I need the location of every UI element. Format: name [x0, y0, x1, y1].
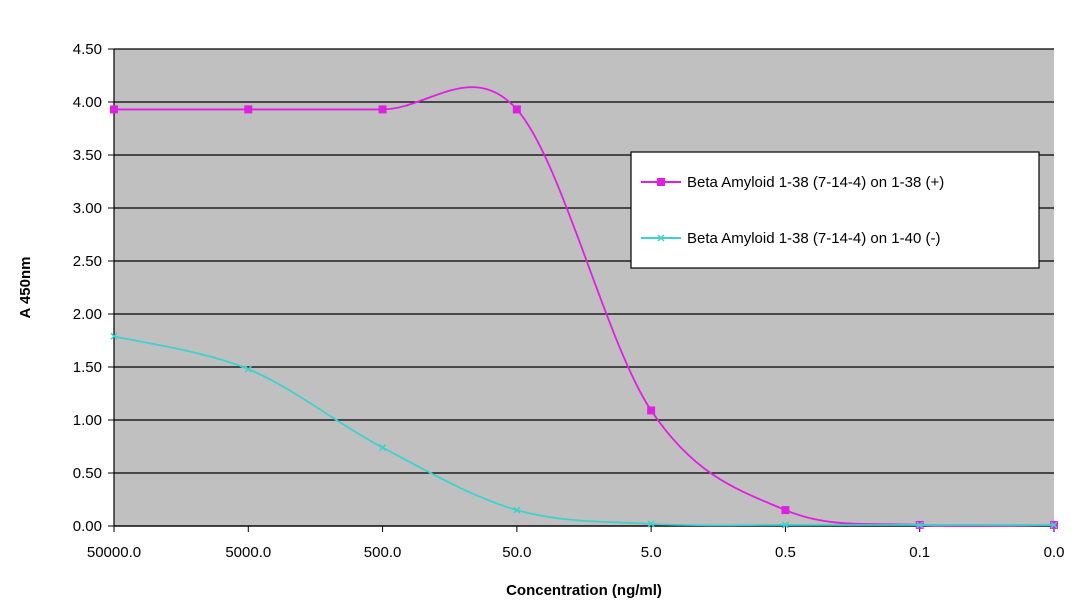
data-point [647, 520, 655, 528]
x-tick-label: 50.0 [502, 544, 531, 561]
x-tick-label: 5.0 [641, 544, 662, 561]
y-tick-label: 3.00 [73, 200, 102, 217]
y-tick-label: 0.00 [73, 518, 102, 535]
y-tick-label: 3.50 [73, 147, 102, 164]
data-point [244, 365, 252, 373]
data-point [1050, 521, 1058, 529]
x-tick-label: 500.0 [364, 544, 402, 561]
data-point [110, 105, 118, 114]
y-tick-label: 0.50 [73, 465, 102, 482]
data-point [513, 506, 521, 514]
x-tick-label: 5000.0 [225, 544, 271, 561]
y-axis-title: A 450nm [17, 257, 34, 319]
legend: Beta Amyloid 1-38 (7-14-4) on 1-38 (+) Be… [630, 151, 1040, 269]
data-point [110, 332, 118, 340]
x-tick-label: 0.1 [909, 544, 930, 561]
data-point [781, 506, 790, 515]
legend-marker [657, 234, 665, 242]
legend-item: Beta Amyloid 1-38 (7-14-4) on 1-38 (+) [641, 174, 944, 191]
y-axis-ticks: 0.00 0.50 1.00 1.50 2.00 2.50 3.00 3.50 4.00 4.50 [73, 41, 114, 535]
y-tick-label: 4.50 [73, 41, 102, 58]
y-tick-label: 1.00 [73, 412, 102, 429]
legend-label: Beta Amyloid 1-38 (7-14-4) on 1-38 (+) [687, 174, 944, 191]
gridlines [113, 48, 1054, 527]
plot-area [114, 49, 1054, 526]
x-tick-label: 0.5 [775, 544, 796, 561]
data-point [781, 521, 789, 529]
legend-item: Beta Amyloid 1-38 (7-14-4) on 1-40 (-) [641, 230, 940, 247]
legend-marker [657, 178, 665, 186]
series-group [110, 86, 1058, 529]
x-tick-label: 50000.0 [87, 544, 141, 561]
y-tick-label: 2.00 [73, 306, 102, 323]
series-2 [110, 332, 1058, 529]
x-axis-ticks: 50000.0 5000.0 500.0 50.0 5.0 0.5 0.1 0.0 [87, 526, 1065, 561]
x-tick-label: 0.0 [1044, 544, 1065, 561]
data-point [916, 521, 924, 529]
data-point [647, 406, 656, 415]
data-point [379, 444, 387, 452]
x-axis-title: Concentration (ng/ml) [506, 582, 662, 599]
y-tick-label: 1.50 [73, 359, 102, 376]
legend-box [630, 151, 1040, 269]
data-point [512, 105, 521, 114]
y-tick-label: 2.50 [73, 253, 102, 270]
data-point [244, 105, 253, 114]
legend-label: Beta Amyloid 1-38 (7-14-4) on 1-40 (-) [687, 230, 940, 247]
y-tick-label: 4.00 [73, 94, 102, 111]
series-line [113, 335, 1054, 527]
data-point [378, 105, 387, 114]
